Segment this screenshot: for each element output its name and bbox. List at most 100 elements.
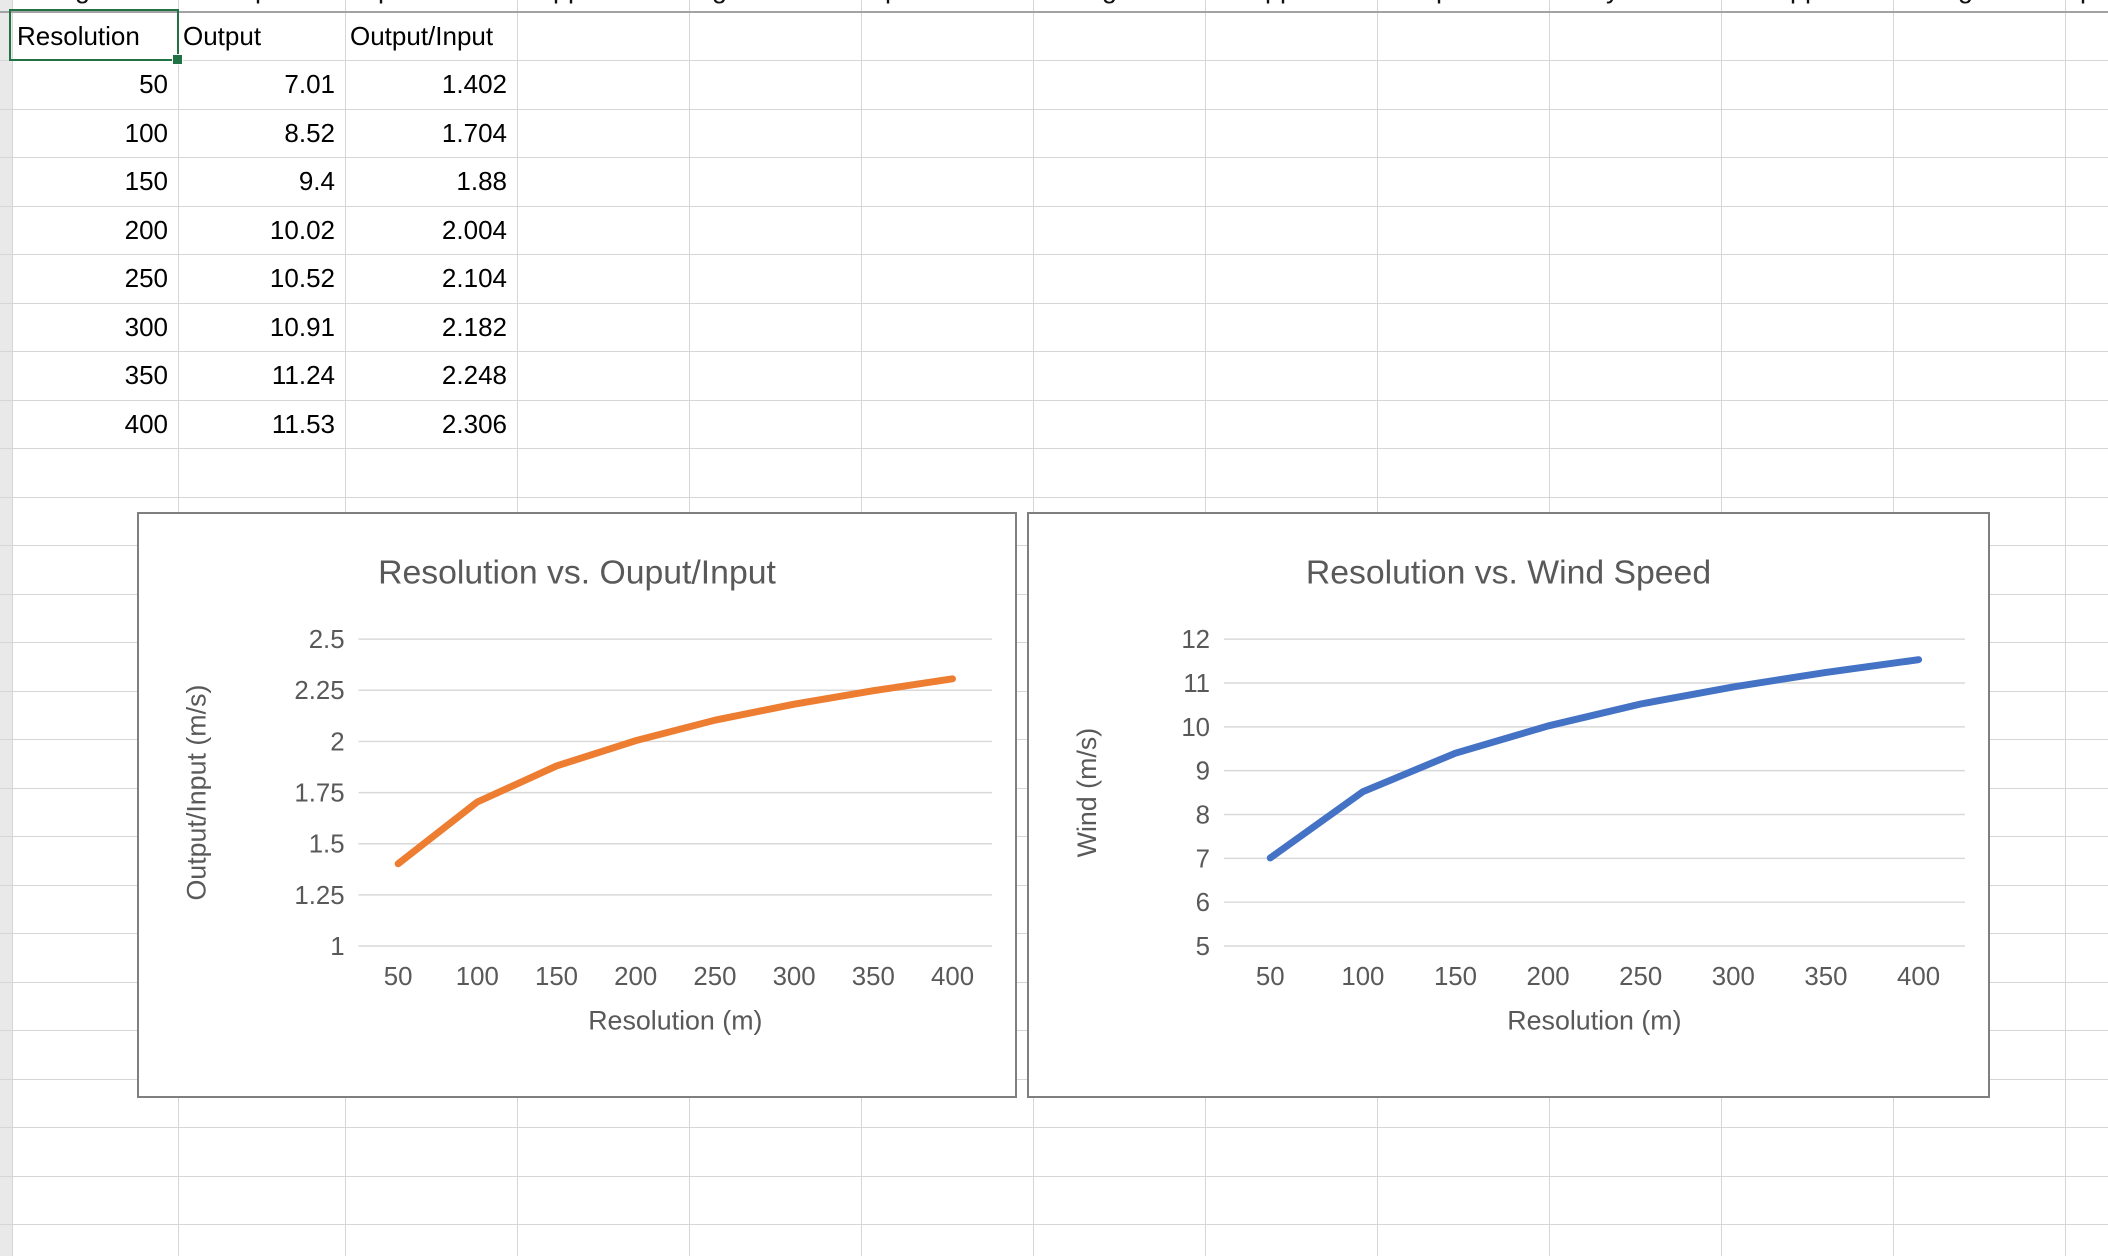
x-tick-label: 200 — [1527, 963, 1570, 991]
cell-B8[interactable]: 11.24 — [271, 360, 335, 391]
y-tick-label: 1.25 — [294, 882, 344, 910]
grid-line-h — [0, 496, 2108, 498]
wind-speed-chart[interactable]: 5 6 7 8 9 10 11 12 50 100 150 200 250 300 350 400 Resolu… — [1027, 512, 1990, 1098]
x-tick-label: 50 — [1256, 963, 1285, 991]
grid-line-h — [0, 11, 2108, 13]
x-tick-label: 100 — [456, 963, 499, 991]
x-tick-label: 200 — [614, 963, 657, 991]
clipped-row-fragment: pp — [1790, 0, 1830, 9]
x-tick-label: 350 — [852, 963, 895, 991]
cell-C4[interactable]: 1.88 — [456, 166, 507, 197]
y-tick-label: 1.5 — [309, 831, 345, 859]
y-axis-title: Output/Input (m/s) — [182, 685, 212, 901]
selection-border — [9, 9, 179, 61]
cell-C9[interactable]: 2.306 — [441, 408, 507, 439]
grid-line-h — [0, 1224, 2108, 1225]
cell-B6[interactable]: 10.52 — [269, 263, 335, 294]
cell-A5[interactable]: 200 — [124, 214, 168, 245]
grid-line-h — [0, 1127, 2108, 1128]
grid-line-h — [0, 1175, 2108, 1177]
x-axis-title: Resolution (m) — [1507, 1005, 1681, 1035]
wind-speed-chart-canvas: 5 6 7 8 9 10 11 12 50 100 150 200 250 300 350 400 Resolu… — [1072, 554, 1965, 1035]
y-tick-label: 12 — [1181, 626, 1210, 654]
cell-C1[interactable]: Output/Input — [350, 20, 494, 51]
cell-A1[interactable]: Resolution — [17, 20, 140, 51]
grid-line-h — [0, 157, 2108, 158]
clipped-row-fragment: pp — [1265, 0, 1305, 9]
x-tick-label: 350 — [1804, 963, 1847, 991]
y-tick-label: 2.25 — [294, 677, 344, 705]
y-axis-title: Wind (m/s) — [1072, 728, 1102, 858]
cell-C6[interactable]: 2.104 — [441, 263, 507, 294]
row-header-strip[interactable] — [0, 0, 13, 1256]
grid-line-h — [0, 302, 2108, 304]
cell-A3[interactable]: 100 — [124, 117, 168, 148]
y-tick-label: 5 — [1196, 933, 1210, 961]
x-tick-label: 100 — [1341, 963, 1384, 991]
grid-line-h — [0, 254, 2108, 255]
grid-line-h — [0, 60, 2108, 61]
cell-A9[interactable]: 400 — [124, 408, 168, 439]
clipped-row-fragment: g — [712, 0, 752, 9]
grid-line-h — [0, 205, 2108, 207]
clipped-row-fragment: p — [255, 0, 295, 9]
output-input-chart-canvas: 1 1.25 1.5 1.75 2 2.25 2.5 50 100 150 200 250 300 350… — [182, 554, 993, 1035]
x-tick-label: 150 — [535, 963, 578, 991]
x-axis-title: Resolution (m) — [588, 1005, 762, 1035]
chart-title: Resolution vs. Wind Speed — [1306, 554, 1711, 592]
series-line — [1266, 656, 1923, 862]
cell-A8[interactable]: 350 — [124, 360, 168, 391]
cell-C8[interactable]: 2.248 — [441, 360, 507, 391]
x-tick-label: 300 — [1712, 963, 1755, 991]
x-tick-label: 50 — [384, 963, 413, 991]
grid-line-h — [0, 351, 2108, 352]
x-tick-label: 250 — [693, 963, 736, 991]
clipped-row-fragment: p — [378, 0, 418, 9]
cell-A2[interactable]: 50 — [139, 69, 168, 100]
clipped-row-fragment: p — [1436, 0, 1476, 9]
y-tick-label: 2.5 — [309, 626, 345, 654]
cell-B4[interactable]: 9.4 — [298, 166, 335, 197]
x-tick-label: 400 — [1897, 963, 1940, 991]
cell-A4[interactable]: 150 — [124, 166, 168, 197]
grid-line-h — [0, 108, 2108, 110]
cell-B2[interactable]: 7.01 — [284, 69, 335, 100]
y-tick-label: 8 — [1196, 801, 1210, 829]
x-tick-label: 400 — [931, 963, 974, 991]
cell-B9[interactable]: 11.53 — [271, 408, 335, 439]
cell-B1[interactable]: Output — [183, 20, 262, 51]
fill-handle[interactable] — [172, 54, 183, 65]
grid-line-v — [2064, 0, 2066, 1256]
series-line — [394, 675, 956, 868]
clipped-row-fragment: g — [1958, 0, 1998, 9]
cell-A6[interactable]: 250 — [124, 263, 168, 294]
grid-line-h — [0, 399, 2108, 401]
clipped-row-fragment: y — [1606, 0, 1646, 9]
cell-A7[interactable]: 300 — [124, 311, 168, 342]
cell-C3[interactable]: 1.704 — [441, 117, 507, 148]
y-tick-label: 1.75 — [294, 780, 344, 808]
clipped-row-fragment: p — [2080, 0, 2108, 9]
y-tick-label: 6 — [1196, 889, 1210, 917]
y-tick-label: 2 — [330, 728, 344, 756]
clipped-row-fragment: g — [1102, 0, 1142, 9]
x-tick-label: 250 — [1619, 963, 1662, 991]
cell-B7[interactable]: 10.91 — [269, 311, 335, 342]
cell-C2[interactable]: 1.402 — [441, 69, 507, 100]
y-tick-label: 11 — [1183, 670, 1210, 698]
x-tick-label: 300 — [773, 963, 816, 991]
cell-B3[interactable]: 8.52 — [284, 117, 335, 148]
output-input-chart[interactable]: 1 1.25 1.5 1.75 2 2.25 2.5 50 100 150 200 250 300 350… — [137, 512, 1017, 1098]
clipped-row-fragment: p — [885, 0, 925, 9]
y-tick-label: 7 — [1196, 845, 1210, 873]
cell-B5[interactable]: 10.02 — [269, 214, 335, 245]
y-tick-label: 10 — [1181, 714, 1210, 742]
grid-line-h — [0, 448, 2108, 449]
cell-C7[interactable]: 2.182 — [441, 311, 507, 342]
cell-C5[interactable]: 2.004 — [441, 214, 507, 245]
y-tick-label: 1 — [330, 933, 344, 961]
x-tick-label: 150 — [1434, 963, 1477, 991]
grid-line-v — [11, 0, 13, 1256]
clipped-row-fragment: pp — [553, 0, 593, 9]
